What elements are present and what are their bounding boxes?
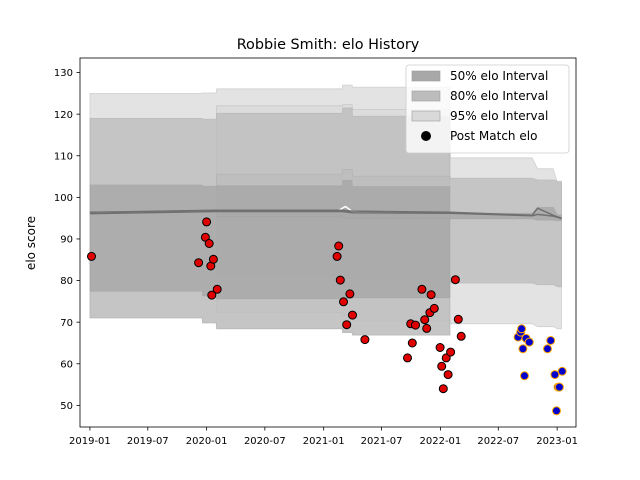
elo-point-3-10 xyxy=(334,241,344,251)
y-axis: 50 60 70 80 90 100 110 120 130 xyxy=(54,68,80,412)
elo-point-3-12 xyxy=(339,297,348,307)
elo-point-4-12 xyxy=(554,382,564,392)
elo-point-4-3 xyxy=(518,344,528,354)
legend-label-2: 95% elo Interval xyxy=(450,109,548,123)
y-tick-label-5: 100 xyxy=(54,193,73,204)
y-tick-label-1: 60 xyxy=(60,359,73,370)
y-tick-label-8: 130 xyxy=(54,68,73,79)
legend-swatch-2 xyxy=(411,110,441,122)
x-tick-label-3: 2020-07 xyxy=(244,436,286,447)
x-tick-label-8: 2023-01 xyxy=(536,436,578,447)
elo-point-3-29 xyxy=(438,384,448,394)
elo-point-3-20 xyxy=(411,320,420,330)
chart-title: Robbie Smith: elo History xyxy=(237,37,420,53)
elo-point-4-7 xyxy=(543,344,552,354)
elo-point-4-9 xyxy=(550,370,560,380)
plot-frame xyxy=(79,57,577,428)
elo-point-3-28 xyxy=(437,361,447,371)
elo-point-3-32 xyxy=(446,347,456,357)
elo-point-3-21 xyxy=(417,284,427,294)
legend-label-1: 80% elo Interval xyxy=(450,89,548,103)
elo-point-3-3 xyxy=(202,217,212,227)
y-tick-label-2: 70 xyxy=(60,318,73,329)
x-tick-label-5: 2021-07 xyxy=(361,436,403,447)
y-tick-label-0: 50 xyxy=(60,401,73,412)
elo-point-3-19 xyxy=(407,338,417,348)
legend-swatch-0 xyxy=(411,70,441,82)
elo-point-3-35 xyxy=(456,331,466,341)
y-tick-label-4: 90 xyxy=(60,235,73,246)
elo-point-3-13 xyxy=(342,320,352,330)
elo-point-3-7 xyxy=(208,254,218,264)
elo-line-2 xyxy=(89,207,562,219)
y-tick-label-3: 80 xyxy=(60,276,73,287)
legend-marker-3 xyxy=(421,131,431,141)
y-tick-label-6: 110 xyxy=(54,151,73,162)
x-tick-label-7: 2022-07 xyxy=(477,436,519,447)
legend: 50% elo Interval 80% elo Interval 95% elo … xyxy=(405,64,570,154)
legend-swatch-1 xyxy=(411,90,441,102)
y-axis-label: elo score xyxy=(24,216,38,270)
legend-label-3: Post Match elo xyxy=(450,129,537,143)
elo-point-3-0 xyxy=(87,251,96,261)
legend-box xyxy=(405,64,570,154)
elo-point-3-1 xyxy=(194,258,204,268)
elo-point-3-17 xyxy=(403,353,412,363)
elo-point-4-2 xyxy=(517,324,527,334)
elo-point-3-11 xyxy=(335,275,345,285)
elo-point-4-13 xyxy=(557,366,567,376)
elo-point-4-8 xyxy=(546,336,556,345)
x-tick-label-2: 2020-01 xyxy=(186,436,228,447)
elo-point-3-31 xyxy=(443,370,453,380)
x-axis: 2019-01 2019-07 2020-01 2020-07 2021-01 2021-… xyxy=(69,427,578,447)
elo-point-3-23 xyxy=(422,323,432,333)
elo-point-3-25 xyxy=(426,290,436,300)
x-tick-label-6: 2022-01 xyxy=(420,436,462,447)
x-tick-label-1: 2019-07 xyxy=(127,436,169,447)
elo-point-3-34 xyxy=(453,314,463,324)
elo-point-3-14 xyxy=(345,289,355,299)
y-tick-label-7: 120 xyxy=(54,110,73,121)
plot-area xyxy=(79,57,577,428)
elo-point-4-4 xyxy=(520,371,529,381)
band-50-interval-0 xyxy=(89,179,451,300)
elo-point-3-33 xyxy=(450,275,460,285)
elo-point-3-22 xyxy=(420,315,430,325)
elo-point-3-15 xyxy=(348,310,357,320)
elo-point-4-10 xyxy=(552,406,561,416)
legend-label-0: 50% elo Interval xyxy=(450,69,548,83)
elo-point-3-4 xyxy=(204,239,214,248)
elo-point-3-8 xyxy=(212,284,222,294)
elo-point-3-27 xyxy=(435,343,445,352)
elo-point-3-9 xyxy=(332,251,342,261)
elo-point-3-6 xyxy=(207,290,217,300)
elo-point-3-16 xyxy=(360,335,370,345)
x-tick-label-0: 2019-01 xyxy=(69,436,111,447)
elo-point-3-26 xyxy=(429,303,439,313)
elo-point-4-6 xyxy=(524,337,534,347)
x-tick-label-4: 2021-01 xyxy=(303,436,345,447)
